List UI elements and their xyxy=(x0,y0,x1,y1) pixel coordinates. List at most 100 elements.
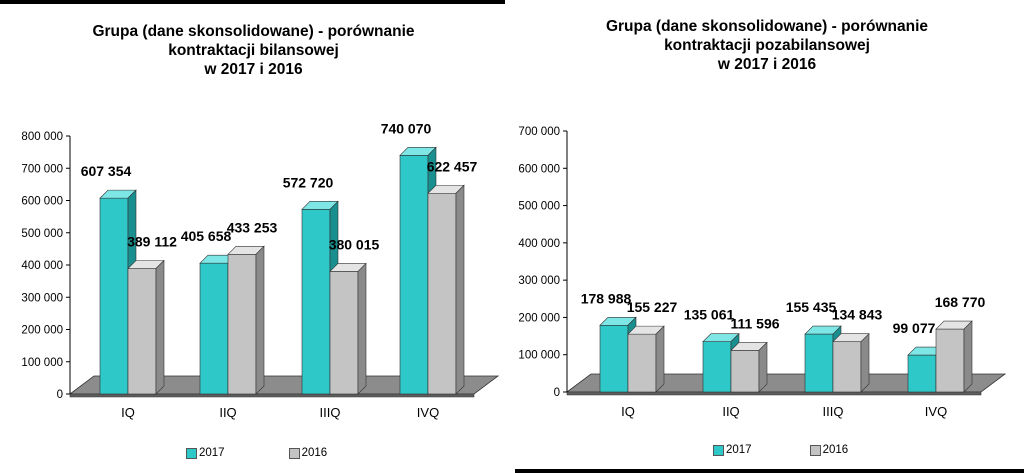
chart-panel-balance: Grupa (dane skonsolidowane) - porównanie… xyxy=(0,0,507,473)
data-label-2016-IIQ: 111 596 xyxy=(730,315,779,331)
chart-floor-front xyxy=(566,391,982,396)
legend-item-2016: 2016 xyxy=(288,447,328,459)
chart-legend: 2017 2016 xyxy=(186,447,327,459)
chart-panel-off-balance: Grupa (dane skonsolidowane) - porównanie… xyxy=(510,0,1024,473)
data-label-2016-IVQ: 622 457 xyxy=(427,158,478,174)
chart-title: Grupa (dane skonsolidowane) - porównanie… xyxy=(510,17,1024,74)
chart-title-line-1: Grupa (dane skonsolidowane) - porównanie xyxy=(605,18,929,35)
category-label-IQ: IQ xyxy=(121,405,135,420)
legend-swatch-2016 xyxy=(288,447,300,459)
chart-title-line-1: Grupa (dane skonsolidowane) - porównanie xyxy=(92,23,415,40)
legend-item-2017: 2017 xyxy=(713,444,752,456)
category-label-IVQ: IVQ xyxy=(925,404,947,419)
data-label-2016-IIIQ: 134 843 xyxy=(832,307,883,323)
legend-swatch-2016 xyxy=(809,444,821,456)
bar-front xyxy=(935,328,965,393)
legend-label-2016: 2016 xyxy=(822,444,849,456)
bar-2016-IIIQ xyxy=(329,262,367,395)
bar-2016-IIIQ xyxy=(832,332,870,393)
bar-front xyxy=(804,333,834,393)
y-tick-label: 300 000 xyxy=(518,275,560,287)
y-tick-label: 700 000 xyxy=(518,126,560,138)
data-label-2016-IQ: 389 112 xyxy=(127,234,177,250)
category-label-IIIQ: IIIQ xyxy=(823,404,844,419)
data-label-2016-IIIQ: 380 015 xyxy=(329,236,380,252)
bar-side xyxy=(860,332,870,393)
bar-front xyxy=(599,324,629,393)
legend-label-2017: 2017 xyxy=(199,447,225,459)
y-tick-label: 100 000 xyxy=(21,357,63,369)
data-label-2017-IIQ: 405 658 xyxy=(181,228,232,244)
bar-side xyxy=(963,320,973,393)
y-tick-label: 500 000 xyxy=(518,201,560,213)
y-tick-label: 600 000 xyxy=(518,163,560,175)
y-tick-label: 600 000 xyxy=(21,196,63,208)
bar-2016-IQ xyxy=(127,259,165,395)
y-tick-label: 200 000 xyxy=(21,325,63,337)
bar-side xyxy=(758,341,768,393)
category-label-IIIQ: IIIQ xyxy=(320,405,341,420)
data-label-2017-IIIQ: 572 720 xyxy=(283,174,334,190)
legend-item-2017: 2017 xyxy=(186,447,225,459)
bar-front xyxy=(127,268,157,395)
chart-title-line-3: w 2017 i 2016 xyxy=(204,61,303,78)
chart-floor-front xyxy=(69,393,475,398)
bar-front xyxy=(301,208,331,395)
bar-front xyxy=(907,354,937,393)
chart-title: Grupa (dane skonsolidowane) - porównanie… xyxy=(0,22,507,79)
data-label-2017-IQ: 607 354 xyxy=(81,163,132,179)
bar-side xyxy=(255,245,265,395)
y-tick-label: 200 000 xyxy=(518,312,560,324)
bottom-border-bar xyxy=(515,469,1024,473)
chart-legend: 2017 2016 xyxy=(713,444,848,456)
bar-front xyxy=(427,192,457,395)
y-tick-label: 400 000 xyxy=(21,260,63,272)
legend-item-2016: 2016 xyxy=(809,444,849,456)
legend-label-2017: 2017 xyxy=(726,444,752,456)
chart-title-line-2: kontraktacji pozabilansowej xyxy=(664,37,870,54)
top-border-bar xyxy=(0,0,505,4)
chart-title-line-2: kontraktacji bilansowej xyxy=(168,42,339,59)
data-label-2016-IVQ: 168 770 xyxy=(935,294,986,310)
bar-side xyxy=(455,184,465,395)
y-tick-label: 300 000 xyxy=(21,292,63,304)
bar-front xyxy=(329,271,359,395)
category-label-IVQ: IVQ xyxy=(417,405,439,420)
y-tick-label: 100 000 xyxy=(518,350,560,362)
bar-front xyxy=(832,341,862,393)
bar-2016-IIQ xyxy=(227,245,265,395)
bar-2016-IVQ xyxy=(935,320,973,393)
bar-2016-IIQ xyxy=(730,341,768,393)
bar-side xyxy=(357,262,367,395)
y-tick-label: 700 000 xyxy=(21,163,63,175)
bar-front xyxy=(199,262,229,395)
category-label-IIQ: IIQ xyxy=(219,405,236,420)
category-label-IIQ: IIQ xyxy=(722,404,739,419)
legend-swatch-2017 xyxy=(186,447,197,459)
y-tick-label: 400 000 xyxy=(518,238,560,250)
data-label-2017-IIQ: 135 061 xyxy=(684,307,735,323)
bar-front xyxy=(730,350,760,393)
bar-chart-off-balance: 0 100 000 200 000 300 000 400 000 500 000 600 … xyxy=(518,126,1007,419)
bar-front xyxy=(99,197,129,395)
chart-title-line-3: w 2017 i 2016 xyxy=(717,56,817,73)
y-tick-label: 800 000 xyxy=(21,131,63,143)
data-label-2017-IIIQ: 155 435 xyxy=(786,299,837,315)
data-label-2017-IVQ: 740 070 xyxy=(381,120,432,136)
bar-front xyxy=(227,253,257,395)
bar-side xyxy=(655,325,665,393)
bar-side xyxy=(155,259,165,395)
data-label-2017-IVQ: 99 077 xyxy=(893,320,936,336)
data-label-2016-IIQ: 433 253 xyxy=(227,219,278,235)
bar-chart-balance: 0 100 000 200 000 300 000 400 000 500 000 600 … xyxy=(21,120,500,420)
bar-2016-IVQ xyxy=(427,184,465,395)
data-label-2017-IQ: 178 988 xyxy=(581,290,632,306)
legend-label-2016: 2016 xyxy=(301,447,328,459)
bar-front xyxy=(399,155,429,395)
y-tick-label: 0 xyxy=(57,389,63,401)
category-label-IQ: IQ xyxy=(621,404,635,419)
legend-swatch-2017 xyxy=(713,444,724,456)
data-label-2016-IQ: 155 227 xyxy=(627,299,678,315)
y-tick-label: 500 000 xyxy=(21,228,63,240)
bar-front xyxy=(702,341,732,393)
